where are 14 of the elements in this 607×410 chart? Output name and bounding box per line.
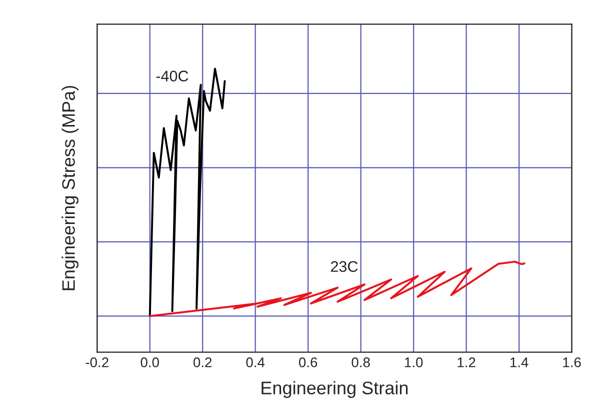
x-tick-label: -0.2 [86,357,108,368]
x-tick-label: 1.4 [510,358,528,368]
y-axis-title: Engineering Stress (MPa) [62,86,79,290]
x-axis-title: Engineering Strain [262,381,408,398]
x-tick-label: 1.2 [458,357,476,368]
x-tick-label: 0.8 [352,357,370,368]
x-tick-label: 0.4 [246,357,265,368]
x-tick-label: 0.6 [298,357,318,368]
x-tick-label: 1.6 [563,357,581,368]
x-tick-label: 0.2 [193,357,212,368]
x-tick-label: 1.0 [404,357,423,368]
series-label: -40C [156,70,188,82]
series-label: 23C [331,261,358,272]
x-tick-label: 0.0 [140,357,159,368]
